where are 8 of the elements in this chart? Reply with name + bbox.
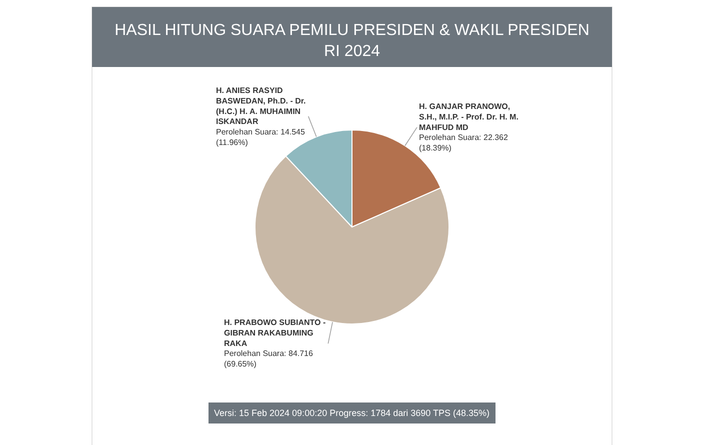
slice-label: H. PRABOWO SUBIANTO - GIBRAN RAKABUMING RAKA [224,318,326,348]
slice-label: H. GANJAR PRANOWO, S.H., M.I.P. - Prof. Dr. H. M. MAHFUD MD [419,102,518,132]
text: Versi: 15 Feb 2024 09:00:20 Progress: 1784 dari 3690 TPS (48.35%) [214,408,490,418]
slice-label: H. ANIES RASYID BASWEDAN, Ph.D. - Dr. (H.C.) H. A. MUHAIMIN ISKANDAR [216,86,306,126]
data-label: Perolehan Suara: 84.716 (69.65%) [224,349,314,369]
chart-title: HASIL HITUNG SUARA PEMILU PRESIDEN & WAKIL PRESIDEN RI 2024 [114,22,590,60]
data-label: Perolehan Suara: 14.545 (11.96%) [216,128,306,147]
data-label: Perolehan Suara: 22.362 (18.39%) [419,133,509,153]
